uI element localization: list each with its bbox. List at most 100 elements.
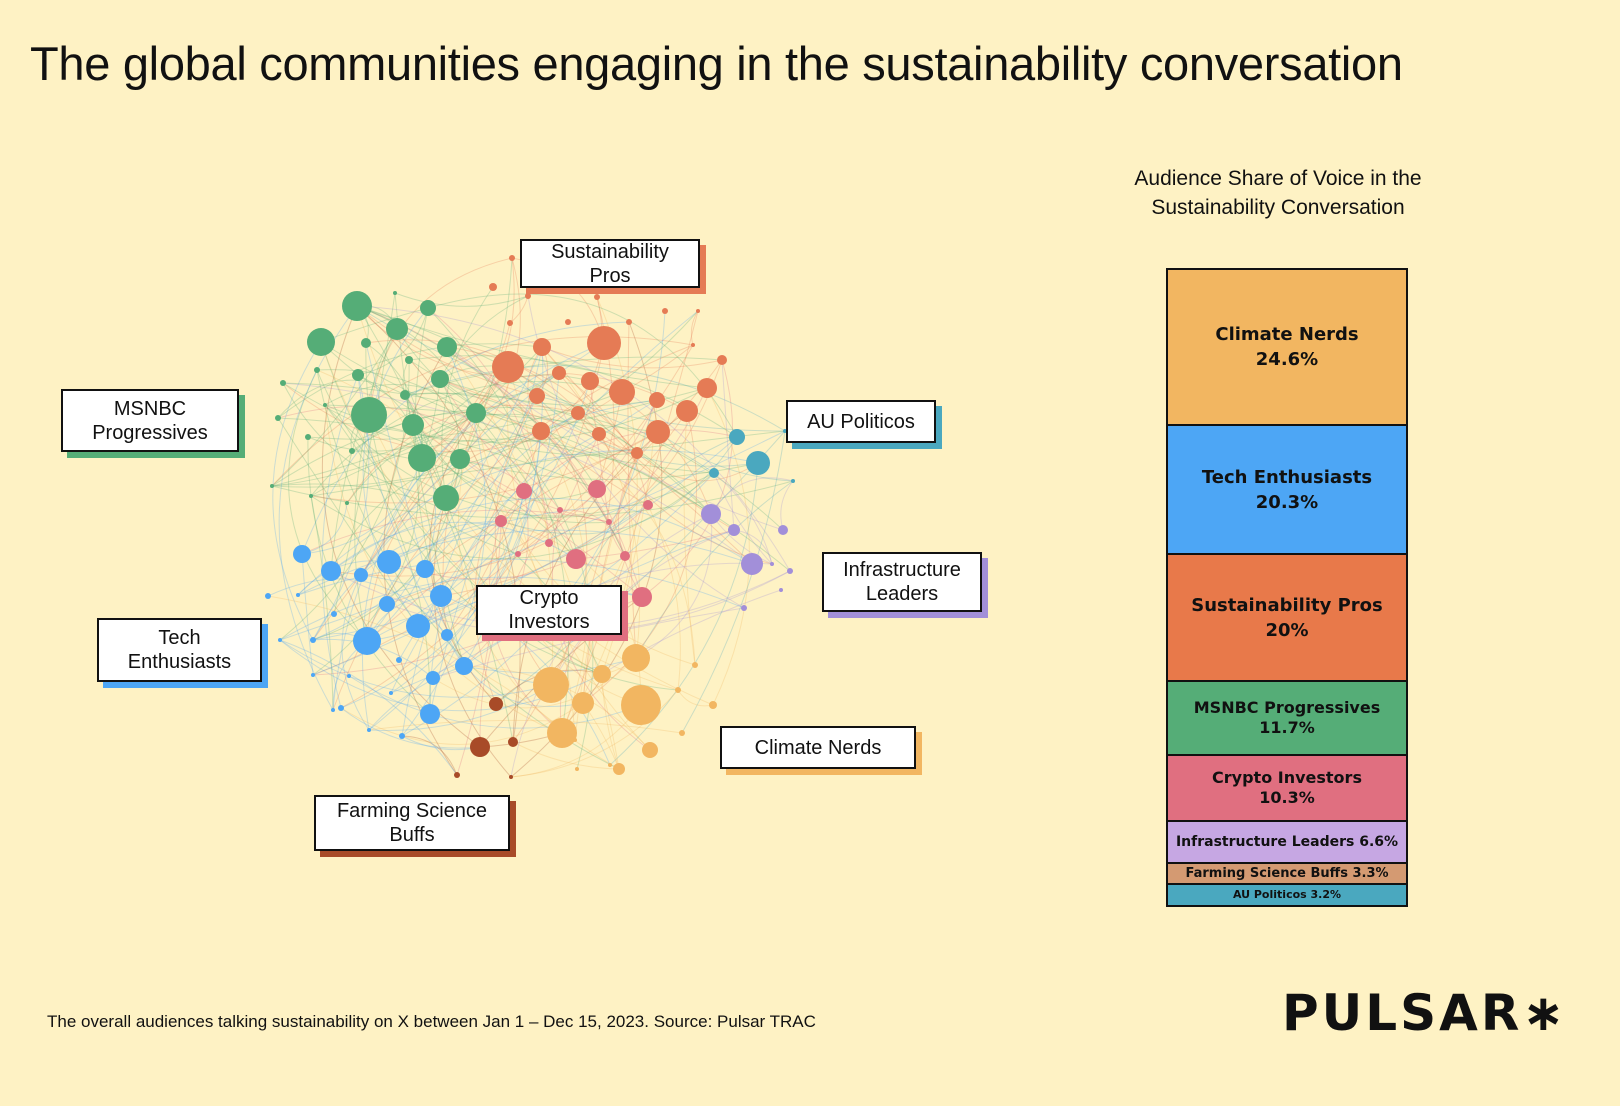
network-edge xyxy=(550,529,735,686)
network-edge xyxy=(512,741,620,770)
network-node-sust xyxy=(676,400,698,422)
network-edge xyxy=(368,719,683,734)
network-node-climate xyxy=(642,742,658,758)
network-node-sust xyxy=(525,293,531,299)
network-edge xyxy=(271,328,398,487)
network-edge xyxy=(278,305,358,711)
community-network-graph xyxy=(265,255,795,779)
network-edge xyxy=(356,305,538,397)
network-edge xyxy=(271,310,699,488)
network-edge xyxy=(636,452,759,482)
network-edge xyxy=(421,322,511,459)
network-edge xyxy=(540,430,589,734)
network-edge xyxy=(706,387,750,706)
bar-segment-label: Crypto Investors 10.3% xyxy=(1212,768,1362,808)
page-title: The global communities engaging in the s… xyxy=(30,37,1403,90)
network-edge xyxy=(609,462,759,766)
network-edge xyxy=(330,521,577,572)
network-edge xyxy=(429,395,538,715)
network-node-sust xyxy=(592,427,606,441)
network-edge xyxy=(365,342,426,570)
network-edge xyxy=(575,529,735,560)
network-node-sust xyxy=(533,338,551,356)
network-edge xyxy=(301,457,423,555)
network-node-infra xyxy=(778,525,788,535)
bar-segment-label: Infrastructure Leaders 6.6% xyxy=(1176,834,1398,850)
network-edge xyxy=(647,504,681,691)
network-node-crypto xyxy=(557,507,563,513)
network-edge xyxy=(368,665,465,731)
network-edge xyxy=(301,321,630,555)
community-label-au: AU Politicos xyxy=(786,400,936,443)
community-label-sust: Sustainability Pros xyxy=(520,239,700,288)
network-edge xyxy=(307,391,623,440)
bar-segment-value: 3.3% xyxy=(1352,865,1389,881)
network-node-msnbc xyxy=(408,444,436,472)
network-edge xyxy=(441,286,494,499)
network-node-msnbc xyxy=(270,484,274,488)
network-edge xyxy=(439,378,638,454)
network-edge xyxy=(271,480,794,519)
network-edge xyxy=(348,675,642,729)
network-edge xyxy=(512,410,688,743)
network-node-tech xyxy=(293,545,311,563)
network-edge xyxy=(340,342,605,709)
network-node-infra xyxy=(701,504,721,524)
network-node-tech xyxy=(310,637,316,643)
network-edge xyxy=(310,430,786,497)
network-edge xyxy=(635,513,713,659)
network-edge xyxy=(561,310,699,734)
network-node-crypto xyxy=(620,551,630,561)
network-node-climate xyxy=(593,665,611,683)
network-edge xyxy=(401,395,538,737)
network-edge xyxy=(427,307,550,544)
network-edge xyxy=(279,639,552,698)
community-label-text: Climate Nerds xyxy=(754,736,882,759)
network-node-sust xyxy=(587,326,621,360)
network-edge xyxy=(301,553,314,676)
network-edge xyxy=(310,438,712,515)
network-node-tech xyxy=(347,674,351,678)
network-node-climate xyxy=(679,730,685,736)
network-edge xyxy=(310,381,623,497)
network-edge xyxy=(439,378,658,407)
bar-segment-label: Climate Nerds 24.6% xyxy=(1215,322,1358,372)
network-edge xyxy=(510,689,679,778)
network-edge xyxy=(279,430,786,641)
network-edge xyxy=(404,392,598,490)
network-edge xyxy=(297,449,759,596)
community-label-text: Pros xyxy=(589,264,631,287)
network-node-msnbc xyxy=(402,414,424,436)
bar-segment-sustainability-pros: Sustainability Pros 20% xyxy=(1168,555,1406,683)
network-node-farming xyxy=(508,737,518,747)
bar-segment-value: 20.3% xyxy=(1255,491,1319,513)
network-edge xyxy=(404,365,786,432)
network-node-sust xyxy=(646,420,670,444)
bar-chart-title: Audience Share of Voice in the Sustainab… xyxy=(1134,167,1422,219)
network-node-sust xyxy=(507,320,513,326)
network-node-tech xyxy=(338,705,344,711)
network-edge xyxy=(282,382,447,499)
network-edge xyxy=(320,341,603,675)
network-edge xyxy=(635,480,794,659)
network-edge xyxy=(710,477,794,515)
bar-segment-tech-enthusiasts: Tech Enthusiasts 20.3% xyxy=(1168,426,1406,556)
network-node-sust xyxy=(696,309,700,313)
footer-source-note: The overall audiences talking sustainabi… xyxy=(47,1012,816,1031)
network-edge xyxy=(681,430,786,734)
network-node-sust xyxy=(565,319,571,325)
network-edge xyxy=(312,394,420,676)
network-node-tech xyxy=(379,596,395,612)
network-edge xyxy=(307,412,477,452)
network-edge xyxy=(282,382,753,565)
network-node-crypto xyxy=(545,539,553,547)
network-edge xyxy=(277,379,406,419)
bar-segment-crypto-investors: Crypto Investors 10.3% xyxy=(1168,756,1406,822)
network-edge xyxy=(324,404,715,517)
network-node-tech xyxy=(426,671,440,685)
network-edge xyxy=(394,292,529,307)
network-edge xyxy=(398,310,699,661)
bar-segment-value: 6.6% xyxy=(1359,833,1399,850)
network-edge xyxy=(475,412,696,666)
network-node-msnbc xyxy=(349,448,355,454)
